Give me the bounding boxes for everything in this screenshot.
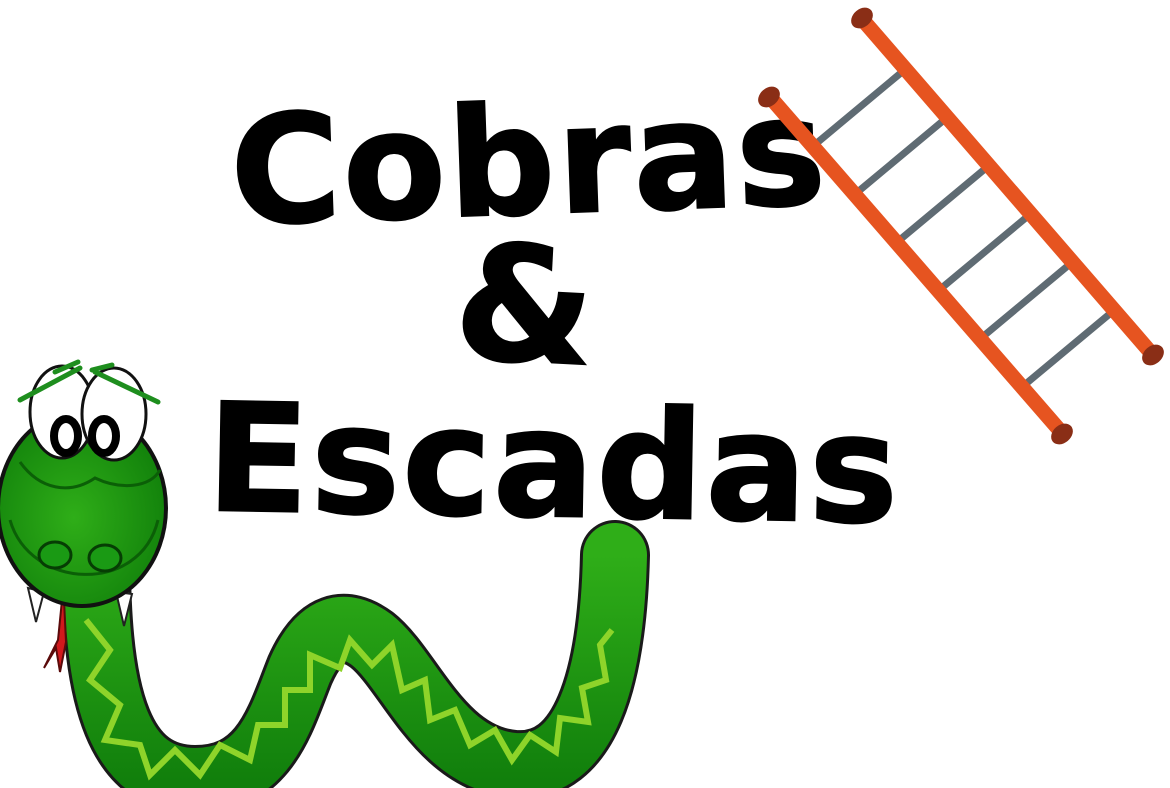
ladder-rungs [814, 68, 1116, 386]
snake-zigzag-pattern [83, 618, 615, 781]
ladder-caps [758, 7, 1164, 445]
snake-icon [0, 359, 650, 788]
title-word-cobras: Cobras [227, 64, 832, 261]
snake-eyes [28, 364, 148, 462]
snake-tongue [43, 599, 68, 673]
ladder-rails [762, 11, 1160, 441]
snake-nostril-left [37, 540, 73, 570]
snake-eyebrows [17, 359, 161, 405]
snake-body [61, 520, 650, 788]
ladder-icon [758, 7, 1164, 445]
snake-nostril-right [87, 543, 123, 573]
